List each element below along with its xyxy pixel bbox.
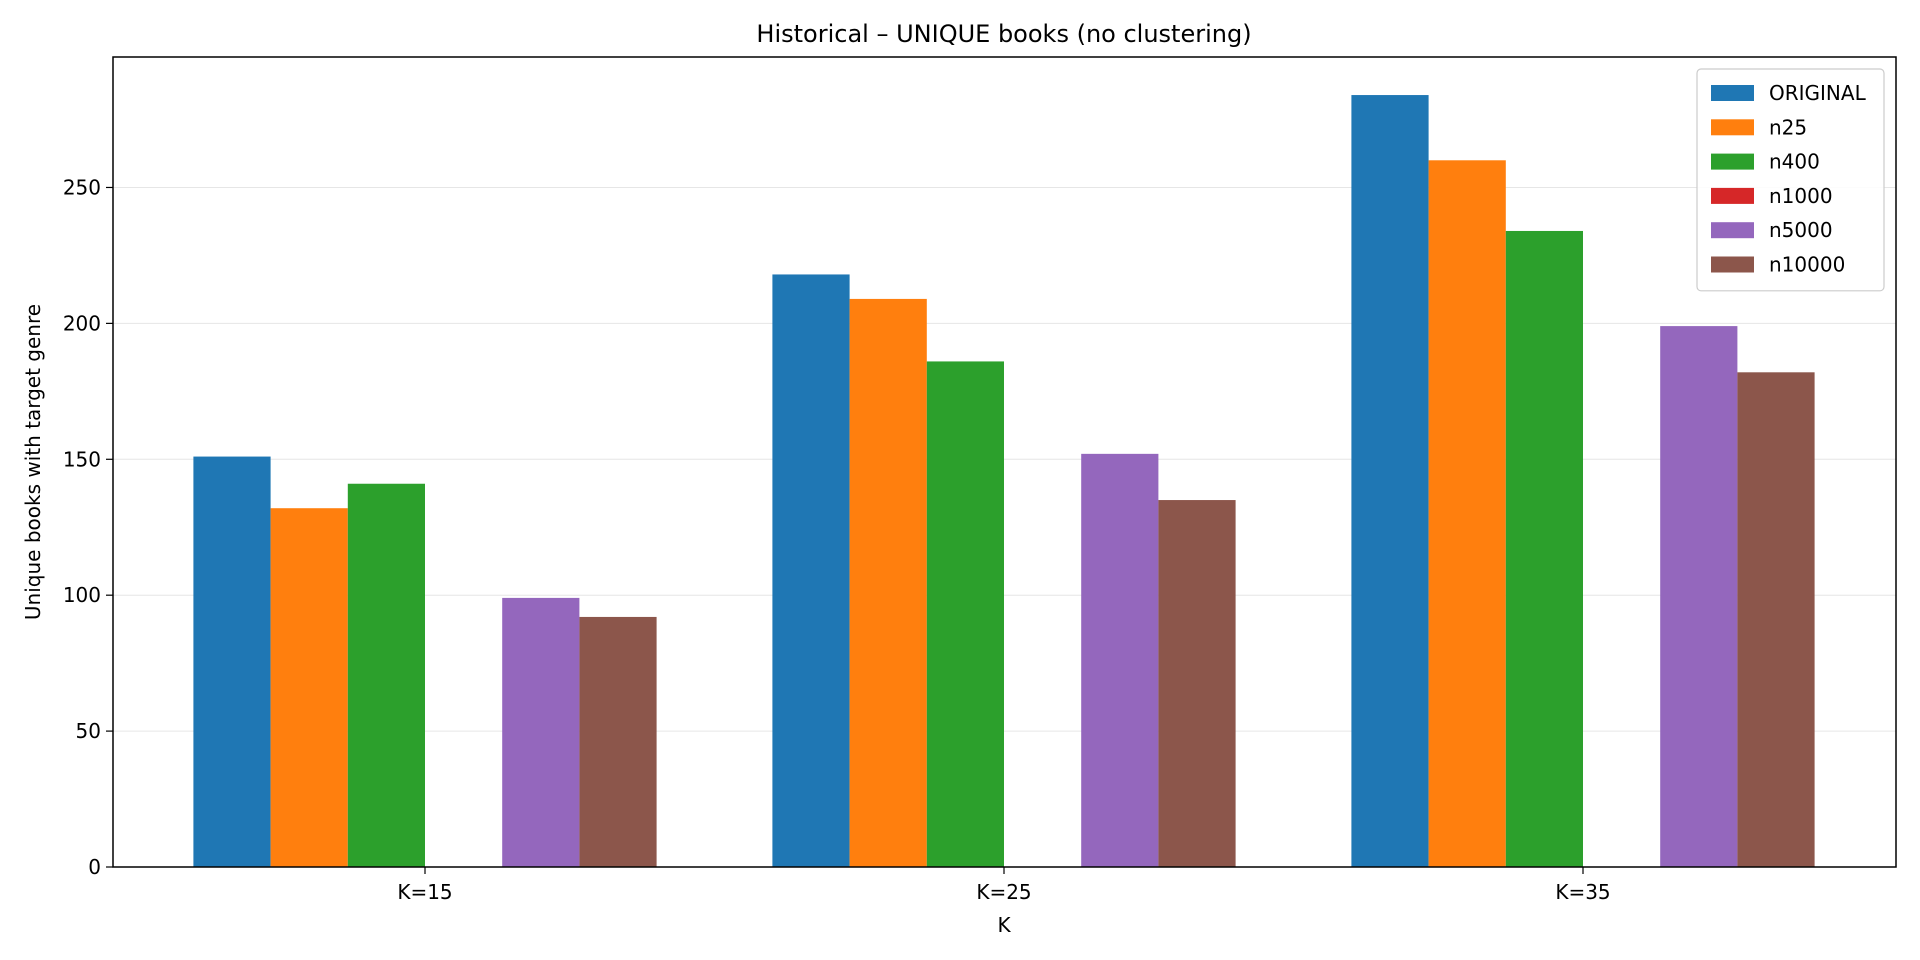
bar-n5000-K=25 — [1081, 453, 1159, 867]
y-tick-label: 200 — [63, 311, 101, 335]
y-tick-label: 150 — [63, 447, 101, 471]
bar-ORIGINAL-K=15 — [193, 456, 271, 867]
legend-label-n10000: n10000 — [1769, 253, 1845, 277]
bars — [193, 95, 1815, 868]
bar-n400-K=35 — [1505, 230, 1583, 868]
y-axis-ticks: 0 50 100 150 200 250 — [63, 175, 113, 879]
bar-n400-K=15 — [347, 483, 425, 867]
bar-n25-K=35 — [1428, 160, 1506, 868]
legend-swatch-n1000 — [1711, 187, 1754, 204]
legend-swatch-n10000 — [1711, 256, 1754, 273]
y-tick-label: 50 — [76, 719, 101, 743]
bar-n400-K=25 — [926, 361, 1004, 867]
bar-n25-K=25 — [849, 298, 927, 868]
legend-label-n25: n25 — [1769, 115, 1807, 139]
y-axis-label: Unique books with target genre — [21, 304, 45, 620]
x-tick-label: K=25 — [976, 880, 1031, 904]
bar-n5000-K=35 — [1660, 326, 1738, 867]
legend-swatch-n25 — [1711, 119, 1754, 136]
bar-n10000-K=15 — [579, 616, 657, 867]
legend-swatch-n5000 — [1711, 222, 1754, 239]
y-tick-label: 0 — [88, 855, 101, 879]
chart-title: Historical – UNIQUE books (no clustering… — [756, 20, 1251, 48]
x-tick-label: K=35 — [1555, 880, 1610, 904]
legend: ORIGINAL n25 n400 n1000 n5000 n10000 — [1696, 68, 1885, 292]
bar-n5000-K=15 — [502, 597, 580, 867]
bar-n10000-K=35 — [1737, 372, 1815, 867]
legend-label-ORIGINAL: ORIGINAL — [1769, 81, 1867, 105]
legend-label-n1000: n1000 — [1769, 184, 1833, 208]
bar-n10000-K=25 — [1158, 500, 1236, 867]
y-tick-label: 100 — [63, 583, 101, 607]
bar-ORIGINAL-K=35 — [1351, 95, 1429, 867]
x-axis-ticks: K=15 K=25 K=35 — [397, 867, 1611, 904]
x-tick-label: K=15 — [397, 880, 452, 904]
legend-swatch-n400 — [1711, 153, 1754, 170]
y-tick-label: 250 — [63, 175, 101, 199]
legend-label-n5000: n5000 — [1769, 218, 1833, 242]
legend-label-n400: n400 — [1769, 150, 1820, 174]
x-axis-label: K — [997, 913, 1011, 937]
bar-n25-K=15 — [270, 508, 348, 867]
legend-swatch-ORIGINAL — [1711, 85, 1754, 101]
bar-ORIGINAL-K=25 — [772, 274, 850, 867]
